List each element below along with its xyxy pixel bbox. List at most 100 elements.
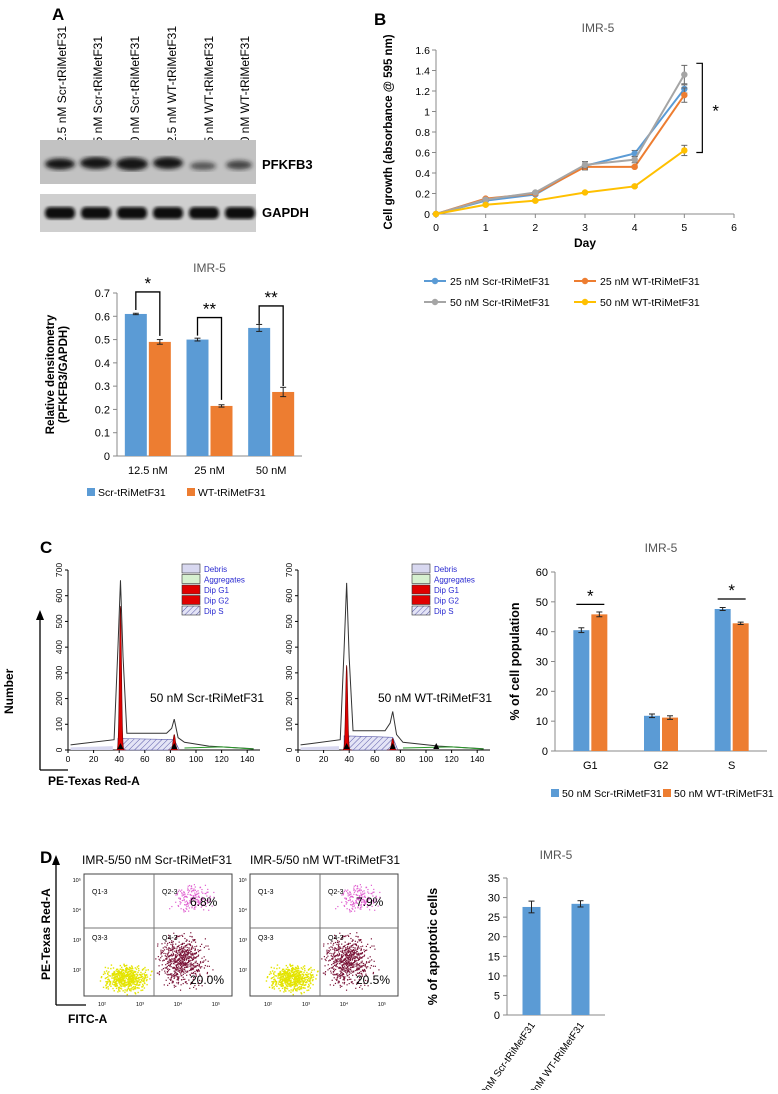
dot-q4 (188, 956, 191, 958)
dot-q4 (342, 967, 344, 969)
dot-q4 (183, 959, 185, 961)
data-point (482, 196, 489, 203)
dot-q4 (171, 973, 173, 975)
dot-q2 (365, 886, 368, 888)
dot-q3 (130, 981, 133, 984)
dot-q4 (359, 963, 361, 965)
dot-q3 (281, 973, 283, 976)
dot-q4 (182, 973, 184, 975)
dot-q4 (166, 962, 168, 965)
dot-q2 (352, 905, 354, 908)
dot-q2 (374, 899, 376, 901)
dot-q4 (365, 961, 368, 963)
dot-q2 (209, 895, 211, 897)
dot-q4 (346, 965, 348, 968)
dot-q4 (333, 960, 335, 963)
dot-q3 (130, 984, 132, 986)
dot-q4 (363, 982, 365, 984)
dot-q3 (290, 971, 293, 973)
dot-q2 (190, 902, 192, 905)
dot-q4 (346, 953, 348, 955)
dot-q3 (283, 974, 285, 976)
dot-q4 (176, 952, 178, 954)
dot-q4 (337, 975, 339, 977)
dot-q4 (334, 960, 336, 962)
dot-q2 (356, 898, 358, 900)
dot-q4 (343, 973, 345, 976)
dot-q2 (193, 888, 195, 890)
dot-q3 (301, 984, 304, 986)
dot-q2 (202, 897, 204, 900)
dot-q2 (366, 901, 368, 903)
dot-q3 (125, 974, 128, 976)
dot-q3 (315, 974, 318, 976)
dot-q3 (283, 977, 286, 980)
dot-q3 (138, 976, 141, 979)
dot-q4 (335, 955, 337, 957)
significance-mark: * (587, 586, 594, 605)
dot-q4 (186, 962, 189, 964)
dot-q3 (282, 984, 284, 987)
dot-q3 (294, 973, 297, 975)
dot-q4 (203, 946, 205, 949)
dot-q4 (180, 954, 182, 956)
dot-q3 (116, 978, 118, 980)
dot-q2 (360, 886, 362, 888)
dot-q4 (190, 959, 192, 962)
dot-q4 (340, 971, 342, 973)
dot-q3 (128, 968, 131, 970)
dot-q4 (161, 964, 163, 966)
dot-q4 (172, 948, 174, 950)
dot-q2 (357, 898, 360, 900)
dot-q3 (303, 984, 305, 987)
y-tick-label: 200 (284, 691, 294, 705)
quadrant-percent-q2: 7.9% (356, 895, 384, 909)
y-tick-label: 60 (536, 567, 548, 579)
dot-q3 (105, 977, 108, 979)
dot-q3 (108, 971, 110, 973)
x-tick-label: 10³ (302, 1002, 310, 1008)
dot-q4 (183, 946, 185, 948)
dot-q4 (185, 959, 188, 961)
dot-q4 (357, 945, 360, 947)
dot-q3 (111, 977, 113, 979)
dot-q3 (115, 968, 118, 971)
dot-q4 (200, 949, 202, 951)
dot-q4 (176, 976, 178, 978)
legend-swatch-wt (187, 488, 195, 496)
dot-q4 (187, 953, 189, 955)
dot-q4 (181, 956, 183, 958)
dot-q4 (168, 934, 170, 936)
dot-q2 (353, 891, 356, 893)
dot-q4 (175, 985, 177, 987)
dot-q4 (355, 960, 357, 962)
dot-q3 (302, 975, 305, 977)
dot-q4 (185, 963, 188, 965)
dot-q4 (175, 950, 177, 953)
dot-q4 (171, 976, 173, 978)
dot-q4 (178, 967, 180, 969)
dot-q4 (333, 948, 335, 950)
dot-q2 (347, 893, 349, 895)
dot-q2 (356, 897, 358, 899)
dot-q3 (125, 973, 128, 976)
dot-q4 (330, 970, 332, 972)
dot-q3 (281, 972, 284, 975)
y-tick-label: 0.6 (95, 311, 110, 323)
dot-q3 (107, 981, 109, 983)
dot-q4 (343, 945, 345, 947)
dot-q2 (183, 893, 185, 895)
dot-q4 (367, 985, 369, 987)
dot-q4 (180, 970, 183, 972)
dot-q4 (341, 943, 343, 945)
dot-q4 (166, 953, 169, 955)
dot-q4 (341, 955, 343, 957)
dot-q4 (186, 949, 188, 952)
y-tick-label: 1 (424, 107, 430, 119)
dot-q4 (332, 962, 334, 965)
dot-q2 (200, 906, 202, 908)
dot-q2 (181, 899, 183, 902)
dot-q4 (174, 960, 176, 962)
dot-q4 (327, 964, 329, 966)
dot-q4 (190, 932, 192, 934)
